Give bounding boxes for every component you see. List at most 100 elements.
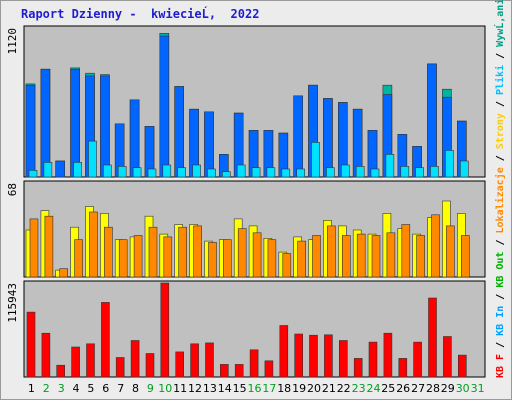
bar-middle-2-day-17 [267, 239, 277, 278]
bar-bottom-1-day-28 [428, 297, 437, 378]
bar-middle-2-day-28 [431, 214, 440, 278]
bar-middle-2-day-15 [237, 228, 247, 278]
bar-bottom-1-day-20 [309, 334, 318, 378]
day-label-8: 8 [132, 382, 139, 395]
y-axis-max-middle: 68 [6, 183, 19, 196]
legend-item-9: / [495, 95, 506, 113]
bar-top-2-day-13 [204, 111, 214, 178]
day-label-28: 28 [426, 382, 440, 395]
bar-top-3-day-11 [177, 167, 186, 178]
bar-bottom-1-day-8 [130, 340, 140, 378]
bar-top-3-day-18 [281, 168, 291, 178]
bar-top-3-day-23 [355, 166, 365, 178]
legend-item-3: / [495, 288, 506, 306]
legend-item-0: KB F [495, 354, 506, 378]
panel-bottom [23, 280, 486, 378]
day-label-11: 11 [173, 382, 187, 395]
legend-item-2: KB In [495, 306, 506, 336]
bar-bottom-1-day-17 [264, 360, 274, 378]
bar-middle-2-day-5 [89, 211, 98, 278]
day-label-14: 14 [218, 382, 232, 395]
bar-bottom-1-day-10 [160, 282, 170, 378]
day-label-24: 24 [367, 382, 381, 395]
day-label-9: 9 [147, 382, 154, 395]
y-axis-labels: 1120 68 115943 [6, 28, 19, 323]
day-label-3: 3 [58, 382, 65, 395]
legend: KB F / KB In / KB Out / Lokalizacje / St… [493, 0, 506, 378]
bar-top-3-day-21 [326, 167, 335, 178]
panel-middle [23, 180, 486, 278]
bar-top-3-day-22 [340, 164, 350, 178]
bar-bottom-1-day-14 [220, 364, 229, 378]
bar-bottom-1-day-26 [398, 358, 408, 378]
bar-top-3-day-25 [385, 154, 395, 178]
day-label-22: 22 [337, 382, 351, 395]
bar-bottom-1-day-5 [86, 343, 95, 378]
bar-middle-2-day-7 [118, 239, 128, 278]
bar-middle-2-day-2 [44, 215, 54, 278]
day-label-23: 23 [352, 382, 366, 395]
bar-bottom-1-day-11 [175, 351, 184, 378]
bar-top-3-day-14 [222, 171, 231, 178]
legend-item-6: Lokalizacje [494, 167, 506, 233]
bar-middle-2-day-3 [59, 268, 69, 278]
bar-top-3-day-6 [103, 164, 112, 178]
bar-top-3-day-2 [43, 162, 53, 178]
bar-bottom-1-day-24 [368, 341, 378, 378]
bar-top-3-day-28 [430, 166, 439, 178]
bar-top-3-day-29 [445, 150, 454, 178]
bar-bottom-1-day-3 [56, 364, 66, 378]
bar-top-3-day-13 [207, 168, 216, 178]
day-label-10: 10 [158, 382, 172, 395]
bar-bottom-1-day-15 [234, 364, 244, 378]
chart-title: Raport Dzienny - kwiecieĹ‚ 2022 [21, 7, 260, 21]
bar-bottom-1-day-22 [338, 340, 348, 378]
day-label-30: 30 [456, 382, 470, 395]
bar-middle-2-day-25 [386, 232, 396, 278]
legend-text: KB F / KB In / KB Out / Lokalizacje / St… [493, 0, 506, 378]
bar-middle-2-day-20 [312, 235, 321, 278]
y-axis-max-top: 1120 [6, 28, 19, 55]
bar-top-2-day-19 [293, 95, 304, 178]
bar-middle-2-day-8 [133, 235, 143, 278]
bar-top-2-day-4 [70, 68, 80, 178]
day-label-15: 15 [233, 382, 247, 395]
bar-top-3-day-10 [162, 164, 172, 178]
bar-top-3-day-12 [192, 164, 201, 178]
bar-top-3-day-27 [415, 167, 424, 178]
day-label-1: 1 [28, 382, 35, 395]
bar-middle-2-day-4 [74, 239, 83, 278]
bar-top-3-day-19 [296, 168, 306, 178]
legend-item-5: / [495, 233, 506, 251]
bar-top-3-day-16 [251, 167, 261, 178]
bar-bottom-1-day-19 [294, 333, 304, 378]
bar-bottom-1-day-13 [205, 342, 214, 378]
day-label-20: 20 [307, 382, 321, 395]
bar-top-3-day-26 [400, 166, 410, 178]
bar-top-3-day-4 [73, 162, 82, 178]
legend-item-1: / [495, 336, 506, 354]
bar-middle-2-day-13 [208, 242, 217, 278]
day-axis-labels: 1 2 3 4 5 6 7 8 9 10 11 12 13 14 15 16 17 18 19 20 21 22 23 24 2… [28, 382, 485, 395]
bar-top-2-day-8 [129, 99, 140, 178]
bar-middle-2-day-9 [148, 226, 158, 278]
bar-middle-2-day-12 [193, 225, 202, 278]
bar-top-2-day-11 [174, 86, 184, 178]
bar-middle-2-day-10 [163, 236, 173, 278]
bar-bottom-1-day-27 [413, 341, 422, 378]
bar-top-2-day-10 [159, 35, 170, 178]
chart-panels [23, 25, 486, 378]
day-label-17: 17 [262, 382, 276, 395]
legend-item-8: Strony [495, 113, 506, 149]
day-label-7: 7 [117, 382, 124, 395]
bar-top-2-day-28 [427, 63, 437, 178]
bar-middle-2-day-29 [446, 225, 455, 278]
legend-item-12: WywĹ‚ania [493, 0, 506, 47]
day-label-21: 21 [322, 382, 336, 395]
bar-top-2-day-21 [323, 98, 333, 178]
bar-bottom-1-day-16 [249, 349, 259, 378]
bar-top-3-day-15 [236, 164, 246, 178]
bar-middle-2-day-21 [327, 225, 336, 278]
bar-top-3-day-17 [266, 167, 276, 178]
bar-bottom-1-day-2 [41, 332, 51, 378]
